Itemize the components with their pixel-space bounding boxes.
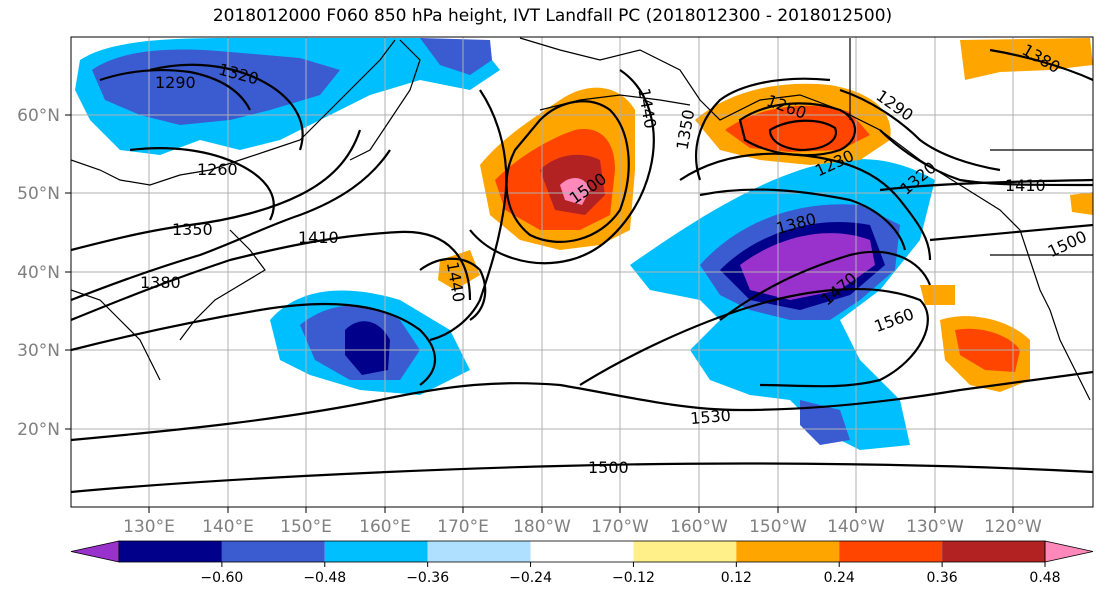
lat-label: 20°N <box>17 420 60 440</box>
lat-label: 60°N <box>17 106 60 126</box>
contour-1290-west <box>99 68 251 111</box>
contour-1410-east <box>879 178 1093 192</box>
lat-label: 30°N <box>17 341 60 361</box>
contour-1500-east <box>929 223 1093 242</box>
coast-na-west <box>1019 229 1091 401</box>
contour-label: 1350 <box>172 220 213 239</box>
colorbar-segment <box>942 541 1045 562</box>
contour-1440-west <box>429 89 508 342</box>
contour-label: 1530 <box>689 406 731 428</box>
contour-outer-west <box>71 302 436 386</box>
contour-label: 1380 <box>140 273 181 292</box>
contour-label: 1260 <box>197 160 238 179</box>
coast-kamchatka <box>349 39 421 161</box>
contour-1260-gulf <box>738 102 856 157</box>
lon-label: 130°W <box>906 517 964 537</box>
contour-1380-east <box>699 188 907 251</box>
ivt-positive-regions <box>438 38 1093 392</box>
contour-1230-gulf <box>768 119 838 152</box>
colorbar-segment <box>530 541 634 562</box>
lon-label: 130°E <box>123 517 175 537</box>
lon-label: 170°E <box>437 517 489 537</box>
colorbar-tick-label: 0.48 <box>1029 570 1060 586</box>
lon-ticks <box>148 507 1014 513</box>
lat-label: 50°N <box>17 184 60 204</box>
contour-1500-dateline <box>505 100 630 243</box>
colorbar-segment <box>119 541 222 562</box>
contour-label: 1410 <box>1005 176 1046 195</box>
coast-japan <box>179 229 266 341</box>
coast-alaska <box>519 37 1021 231</box>
gridlines <box>71 37 1093 507</box>
border-canada <box>849 38 1093 256</box>
ivt-region-central-pacific-core <box>345 321 390 375</box>
contour-label: 1500 <box>588 458 629 477</box>
contour-1350-west <box>71 129 362 252</box>
colorbar-tick-label: −0.24 <box>509 570 552 586</box>
contour-1320-west <box>149 63 304 151</box>
colorbar-tick-label: 0.12 <box>721 570 752 586</box>
height-contours <box>71 48 1093 494</box>
contour-1470 <box>719 250 932 321</box>
map-title: 2018012000 F060 850 hPa height, IVT Land… <box>212 6 893 26</box>
ivt-region-small-c <box>1070 192 1093 215</box>
colorbar-segment <box>324 541 428 562</box>
lon-label: 160°W <box>670 517 728 537</box>
ivt-negative-regions <box>75 38 935 450</box>
ivt-region-small-a <box>438 250 480 290</box>
coast-asia <box>71 39 396 186</box>
contour-1380-northeast <box>989 48 1093 82</box>
contour-label: 1410 <box>298 228 339 247</box>
colorbar-tick-label: 0.24 <box>824 570 855 586</box>
colorbar-tick-label: −0.48 <box>303 570 346 586</box>
colorbar-segment <box>221 541 325 562</box>
colorbar-extend-high <box>1044 540 1094 563</box>
map-content: 1290 1320 1260 1350 1410 1380 1440 1500 … <box>71 37 1093 507</box>
ivt-region-small-b <box>920 285 955 305</box>
ivt-region-northwest-core <box>420 38 492 75</box>
ivt-region-dateline-core <box>560 178 590 205</box>
ivt-region-southeast <box>800 400 850 445</box>
colorbar-tick-label: −0.12 <box>612 570 655 586</box>
colorbar-segments <box>70 540 1094 563</box>
colorbar-segment <box>736 541 840 562</box>
contour-1440-east <box>679 152 932 261</box>
contour-1530 <box>71 370 1093 442</box>
lat-ticks <box>65 114 71 430</box>
colorbar-segment <box>427 541 531 562</box>
colorbar-tick-label: 0.36 <box>927 570 958 586</box>
lon-label: 150°W <box>749 517 807 537</box>
contour-1380-west <box>71 149 391 302</box>
contour-1410-west <box>71 230 472 322</box>
contour-1260-west <box>129 147 275 221</box>
lon-label: 150°E <box>280 517 332 537</box>
lon-label: 140°W <box>827 517 885 537</box>
colorbar-tick-label: −0.60 <box>200 570 243 586</box>
colorbar-extend-low <box>70 540 120 563</box>
ivt-region-east-pacific-core <box>740 233 875 300</box>
colorbar-ticks: −0.60 −0.48 −0.36 −0.24 −0.12 0.12 0.24 0.36 0.4… <box>200 562 1061 586</box>
lon-label: 120°W <box>984 517 1042 537</box>
contour-1440-dateline <box>469 69 655 265</box>
colorbar-segment <box>839 541 943 562</box>
contour-1320-east <box>879 129 1093 187</box>
contour-1560 <box>579 288 929 388</box>
lon-label: 180°W <box>513 517 571 537</box>
ivt-region-northeast <box>960 38 1093 80</box>
contour-label: 1290 <box>155 73 196 92</box>
colorbar-segment <box>633 541 737 562</box>
colorbar-outline <box>118 540 1046 563</box>
lon-label: 170°W <box>591 517 649 537</box>
contour-1350-east <box>695 77 831 181</box>
contour-1410-dateline-south <box>419 257 487 321</box>
lat-label: 40°N <box>17 263 60 283</box>
coast-korea-china <box>71 289 161 381</box>
lon-label: 160°E <box>359 517 411 537</box>
colorbar-tick-label: −0.36 <box>406 570 449 586</box>
contour-1290-east <box>839 88 1001 172</box>
lon-label: 140°E <box>202 517 254 537</box>
contour-1500-south <box>71 462 1093 494</box>
colorbar: −0.60 −0.48 −0.36 −0.24 −0.12 0.12 0.24 0.36 0.4… <box>70 540 1094 586</box>
